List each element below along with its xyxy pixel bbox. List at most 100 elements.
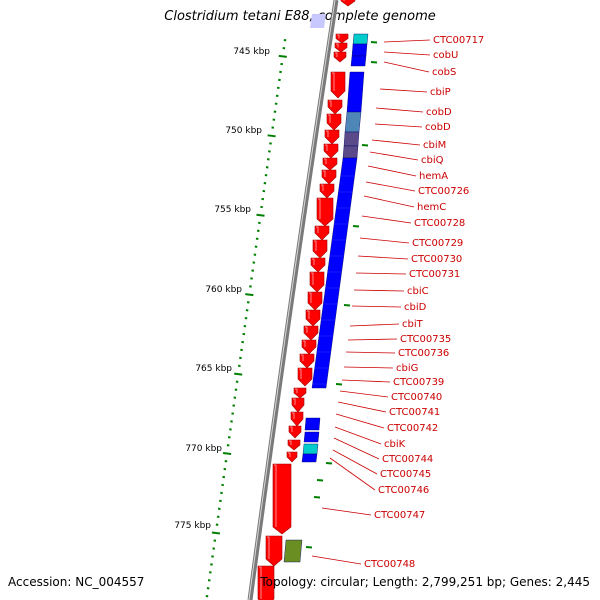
map-title: Clostridium tetani E88, complete genome	[164, 9, 436, 24]
outer-tick	[313, 496, 321, 499]
label-connector	[321, 507, 372, 516]
label-connector	[371, 139, 421, 146]
cog-block	[302, 443, 319, 455]
gene-highlight	[337, 34, 340, 39]
label-connector	[341, 379, 391, 383]
gene-highlight	[321, 184, 324, 191]
label-connector	[375, 107, 424, 113]
scale-label: 765 kbp	[195, 364, 232, 374]
gene-highlight	[328, 114, 331, 123]
cog-block	[344, 111, 362, 133]
gene-highlight	[301, 354, 304, 361]
gene-label: hemA	[419, 171, 448, 182]
forward-gene	[326, 113, 342, 131]
gene-label: CTC00735	[400, 334, 451, 345]
cog-block	[350, 55, 367, 67]
outer-tick	[343, 304, 351, 307]
scale-labels: 745 kbp 750 kbp 755 kbp 760 kbp 765 kbp 770 k…	[174, 47, 270, 531]
forward-gene	[327, 99, 343, 115]
major-tick	[245, 293, 254, 297]
label-connector	[357, 255, 409, 260]
gene-label: hemC	[417, 202, 446, 213]
gene-label: CTC00740	[391, 392, 442, 403]
label-connector	[349, 323, 400, 327]
label-connector	[363, 195, 415, 208]
label-connector	[379, 88, 428, 93]
label-connector	[359, 237, 410, 244]
gene-label: cbiC	[407, 286, 429, 297]
gene-labels: CTC00717 cobU cobS cbiP cobD cobD cbiM cbiQ hemA…	[364, 35, 484, 570]
gene-highlight	[293, 398, 296, 405]
forward-gene	[309, 271, 325, 293]
forward-gene	[307, 291, 323, 311]
gene-label: CTC00745	[380, 469, 431, 480]
label-connector	[365, 181, 416, 192]
forward-gene	[314, 225, 330, 241]
gene-label: CTC00726	[418, 186, 469, 197]
forward-gene	[290, 411, 304, 427]
cog-block	[346, 71, 365, 113]
gene-label: CTC00744	[382, 454, 433, 465]
gene-highlight	[305, 326, 308, 333]
topology-text: Topology: circular; Length: 2,799,251 bp…	[260, 575, 590, 589]
outer-tick	[325, 462, 333, 465]
gene-label: CTC00731	[409, 269, 460, 280]
gene-label: cbiM	[423, 140, 446, 151]
label-connector	[361, 215, 412, 224]
forward-gene	[340, 0, 356, 7]
label-connector	[369, 151, 419, 161]
gene-label: cobD	[426, 107, 452, 118]
gene-highlight	[299, 368, 302, 379]
scale-label: 755 kbp	[214, 205, 251, 215]
gene-label: CTC00730	[411, 254, 462, 265]
label-connectors	[311, 39, 431, 565]
gene-highlight	[303, 340, 306, 347]
cog-block	[343, 131, 360, 147]
backbone	[247, 0, 339, 600]
cog-block	[283, 539, 303, 563]
label-connector	[353, 289, 405, 292]
gene-highlight	[290, 426, 293, 432]
cog-block	[303, 431, 320, 443]
gene-label: CTC00742	[387, 423, 438, 434]
forward-gene	[299, 353, 315, 369]
cog-ring	[283, 33, 369, 563]
forward-strand-genes	[257, 0, 356, 600]
cog-block	[304, 417, 321, 431]
label-connector	[332, 449, 378, 475]
gene-highlight	[267, 536, 270, 559]
gene-label: cbiG	[396, 363, 418, 374]
gene-label: cobD	[425, 122, 451, 133]
forward-gene	[297, 367, 313, 387]
forward-gene	[324, 129, 340, 145]
gene-highlight	[312, 258, 315, 265]
major-tick	[267, 134, 276, 138]
gene-highlight	[288, 452, 291, 457]
gene-highlight	[295, 388, 298, 393]
gene-highlight	[259, 566, 262, 599]
gene-highlight	[324, 158, 327, 164]
forward-gene	[265, 535, 283, 567]
scale-label: 745 kbp	[233, 47, 270, 57]
forward-gene	[312, 239, 328, 259]
label-connector	[367, 165, 417, 177]
gene-highlight	[326, 130, 329, 137]
gene-highlight	[332, 72, 335, 91]
scale-label: 760 kbp	[205, 285, 242, 295]
gene-label: CTC00748	[364, 559, 415, 570]
outer-tick	[370, 41, 378, 44]
forward-gene	[272, 463, 292, 535]
gene-label: cobU	[433, 50, 458, 61]
gene-highlight	[289, 440, 292, 445]
label-connector	[339, 390, 389, 398]
gene-label: cbiP	[430, 87, 451, 98]
forward-gene	[257, 565, 275, 600]
cog-block	[301, 453, 318, 463]
backbone-line	[247, 0, 339, 600]
region-marker	[310, 14, 326, 28]
outer-tick	[361, 144, 369, 147]
major-tick	[256, 213, 265, 217]
gene-label: CTC00741	[389, 407, 440, 418]
gene-highlight	[335, 52, 338, 57]
label-connector	[383, 39, 431, 43]
